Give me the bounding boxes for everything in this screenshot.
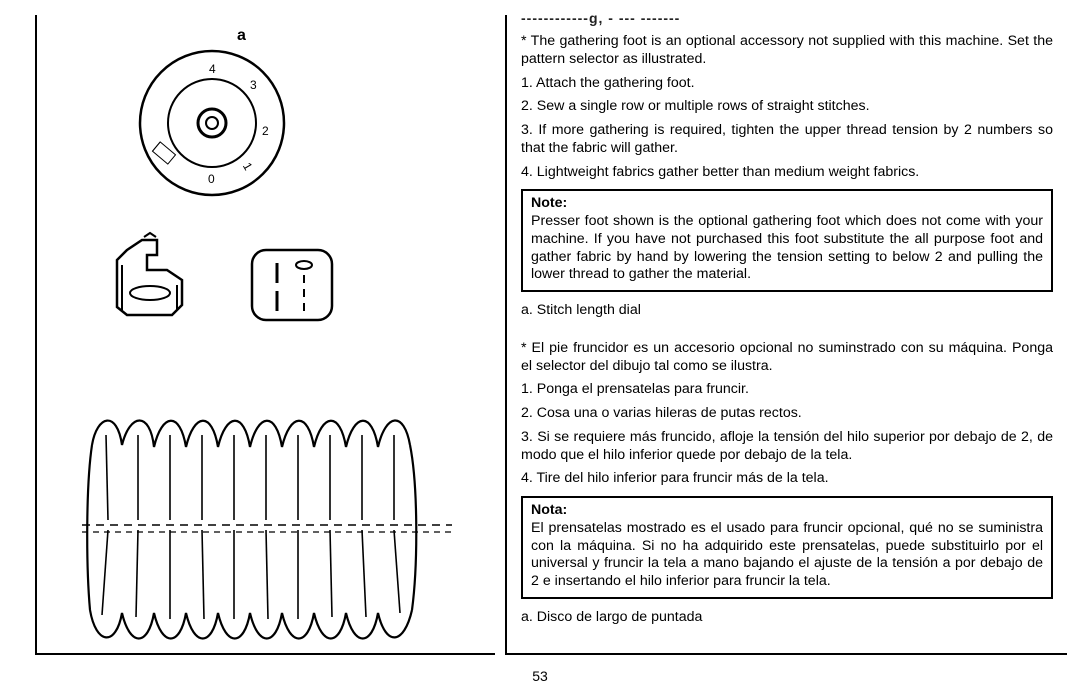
svg-text:0: 0 (208, 172, 215, 186)
en-step-4: 4. Lightweight fabrics gather better tha… (521, 164, 1053, 182)
en-step-1: 1. Attach the gathering foot. (521, 75, 1053, 93)
dial-label-text: a (237, 27, 246, 44)
text-column: ------------g, - --- ------- * The gathe… (505, 15, 1067, 655)
gathering-foot-icon (117, 233, 182, 315)
svg-text:1: 1 (240, 160, 256, 173)
es-note-box: Nota: El prensatelas mostrado es el usad… (521, 496, 1053, 599)
es-step-3: 3. Si se requiere más fruncido, afloje l… (521, 429, 1053, 465)
svg-text:4: 4 (209, 62, 216, 76)
page-number: 53 (0, 668, 1080, 684)
en-note-body: Presser foot shown is the optional gathe… (531, 213, 1043, 284)
cutoff-heading: ------------g, - --- ------- (521, 10, 680, 26)
es-note-body: El prensatelas mostrado es el usado para… (531, 520, 1043, 591)
svg-text:2: 2 (262, 124, 269, 138)
es-note-title: Nota: (531, 502, 1043, 520)
stitch-length-dial-icon: 4 3 2 1 0 (140, 51, 284, 195)
en-note-title: Note: (531, 195, 1043, 213)
en-step-3: 3. If more gathering is required, tighte… (521, 122, 1053, 158)
illustrations-svg: a 4 3 2 1 0 (37, 15, 497, 655)
es-caption: a. Disco de largo de puntada (521, 609, 1053, 627)
en-caption: a. Stitch length dial (521, 302, 1053, 320)
illustration-column: a 4 3 2 1 0 (35, 15, 495, 655)
es-step-1: 1. Ponga el prensatelas para fruncir. (521, 381, 1053, 399)
pattern-selector-icon (252, 250, 332, 320)
es-step-2: 2. Cosa una o varias hileras de putas re… (521, 405, 1053, 423)
es-intro: * El pie fruncidor es un accesorio opcio… (521, 340, 1053, 376)
svg-text:3: 3 (250, 78, 257, 92)
manual-page: a 4 3 2 1 0 (0, 0, 1080, 692)
en-note-box: Note: Presser foot shown is the optional… (521, 189, 1053, 292)
en-intro: * The gathering foot is an optional acce… (521, 33, 1053, 69)
es-step-4: 4. Tire del hilo inferior para fruncir m… (521, 470, 1053, 488)
en-step-2: 2. Sew a single row or multiple rows of … (521, 98, 1053, 116)
gathered-fabric-icon (82, 420, 452, 638)
